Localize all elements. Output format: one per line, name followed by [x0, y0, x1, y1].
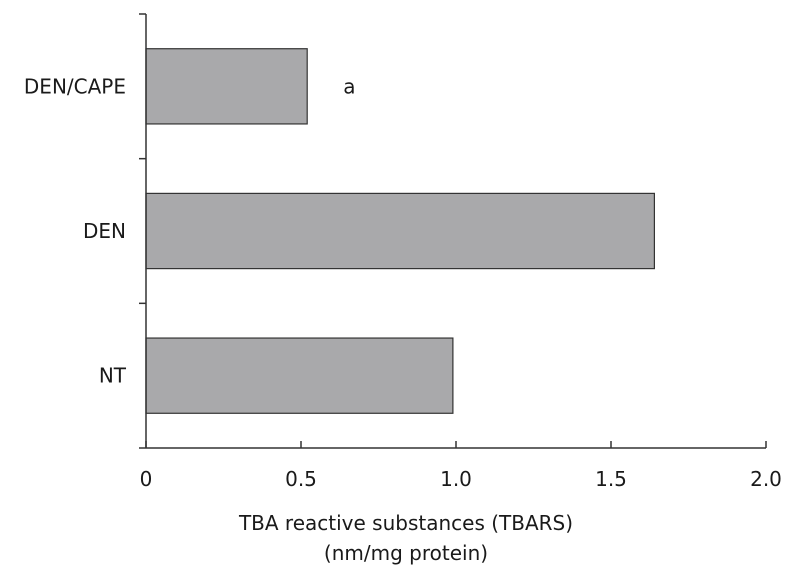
y-tick-label: DEN	[83, 219, 126, 243]
annotations-group: a	[343, 74, 355, 98]
x-tick-label: 1.5	[595, 467, 627, 491]
significance-annotation: a	[343, 74, 355, 98]
bar-den	[145, 192, 655, 270]
bars-group	[145, 48, 655, 414]
x-axis: 0 0.5 1.0 1.5 2.0	[140, 441, 782, 491]
x-tick-label: 0	[140, 467, 153, 491]
x-tick-label: 2.0	[750, 467, 782, 491]
x-tick-label: 0.5	[285, 467, 317, 491]
bar-den-cape	[145, 48, 308, 125]
y-axis: DEN/CAPE DEN NT	[24, 13, 147, 449]
x-axis-unit: (nm/mg protein)	[324, 541, 488, 565]
y-tick-label: DEN/CAPE	[24, 74, 126, 98]
x-axis-title: TBA reactive substances (TBARS)	[238, 511, 573, 535]
y-tick-label: NT	[99, 364, 127, 388]
x-tick-label: 1.0	[440, 467, 472, 491]
bar-nt	[145, 337, 454, 414]
